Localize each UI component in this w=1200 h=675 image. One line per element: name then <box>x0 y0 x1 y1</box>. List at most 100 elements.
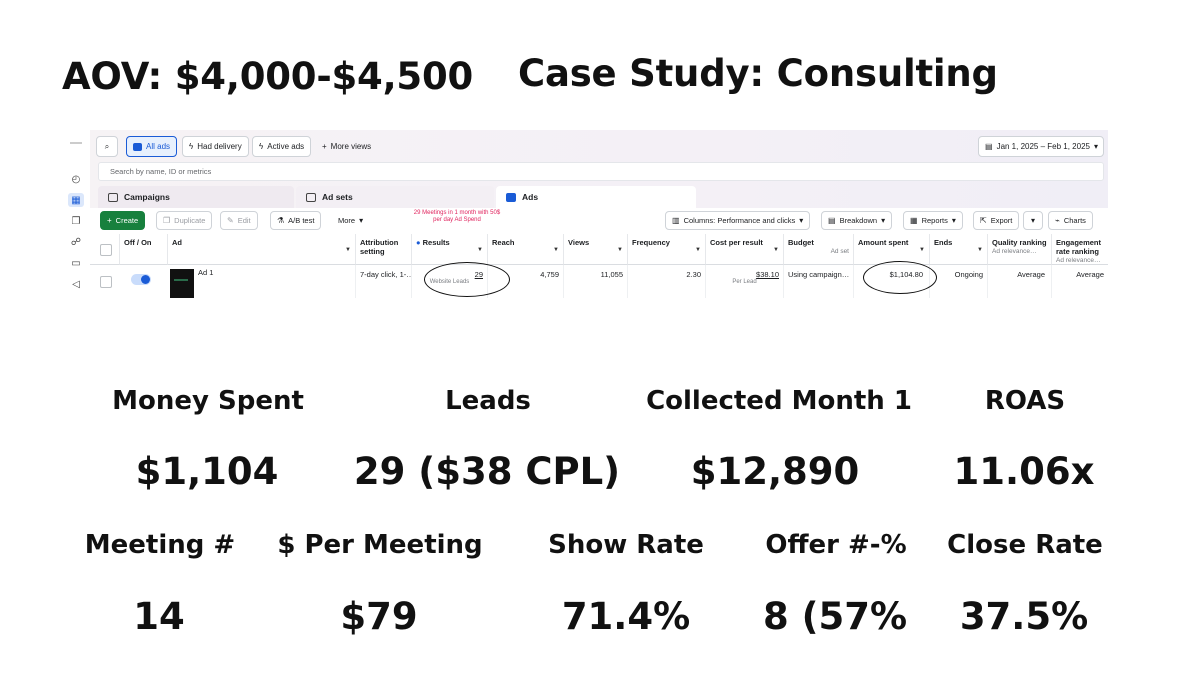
flask-icon: ⚗ <box>277 215 285 225</box>
chevron-down-icon: ▼ <box>345 247 351 253</box>
plus-icon: + <box>107 215 112 225</box>
ads-manager-panel: ⌕ All ads ϟ Had delivery ϟ Active ads + … <box>90 130 1108 298</box>
breakdown-dropdown[interactable]: ▤ Breakdown ▾ <box>821 211 893 230</box>
campaign-icon <box>108 192 118 202</box>
export-icon: ⇱ <box>980 215 987 225</box>
column-header-sub: Ad relevance… <box>1056 257 1101 264</box>
ab-test-button[interactable]: ⚗ A/B test <box>270 211 322 230</box>
ad-thumbnail <box>170 269 194 298</box>
ads-table: Off / On Ad ▼ Attribution setting ● Resu… <box>90 234 1108 298</box>
ends-cell: Ongoing <box>930 265 988 298</box>
export-menu-button[interactable]: ▾ <box>1023 211 1043 230</box>
cost-per-result-cell: $38.10 Per Lead <box>706 265 784 298</box>
column-header-ad[interactable]: Ad ▼ <box>168 234 356 265</box>
button-label: Charts <box>1063 216 1086 225</box>
table-icon[interactable]: ▦ <box>68 193 84 207</box>
copy-icon: ❐ <box>163 215 171 225</box>
column-header-label: Amount spent <box>858 238 909 247</box>
stat-label-show-rate: Show Rate <box>548 530 704 560</box>
stat-value-show-rate: 71.4% <box>561 595 691 638</box>
rail-logo <box>70 142 82 144</box>
view-chip-more-views[interactable]: + More views <box>316 136 377 157</box>
view-chip-label: Had delivery <box>197 142 242 151</box>
stat-value-collected: $12,890 <box>690 450 860 493</box>
button-label: Columns: Performance and clicks <box>683 216 796 225</box>
stat-value-meetings: 14 <box>133 595 185 638</box>
column-header-frequency[interactable]: Frequency ▼ <box>628 234 706 265</box>
stat-label-leads: Leads <box>445 386 531 416</box>
billing-icon[interactable]: ▭ <box>71 257 81 269</box>
ad-name[interactable]: Ad 1 <box>194 265 356 298</box>
column-header-ends[interactable]: Ends ▼ <box>930 234 988 265</box>
table-toolbar: + Create ❐ Duplicate ✎ Edit ⚗ A/B test M… <box>90 208 1108 234</box>
stat-value-leads: 29 ($38 CPL) <box>353 450 621 493</box>
columns-icon: ▥ <box>672 215 680 225</box>
chevron-down-icon: ▼ <box>477 247 483 253</box>
column-header-views[interactable]: Views ▼ <box>564 234 628 265</box>
tab-label: Ad sets <box>322 192 353 202</box>
column-header-budget[interactable]: Budget Ad set <box>784 234 854 265</box>
chevron-down-icon: ▾ <box>1030 215 1035 225</box>
column-header-label: Budget <box>788 238 814 247</box>
row-checkbox[interactable] <box>100 276 112 288</box>
more-dropdown[interactable]: More ▾ <box>332 211 370 230</box>
search-icon: ⌕ <box>104 141 110 151</box>
search-input[interactable]: Search by name, ID or metrics <box>98 162 1104 181</box>
pages-icon[interactable]: ❐ <box>71 215 81 227</box>
info-icon: ● <box>416 238 421 247</box>
date-range-picker[interactable]: ▤ Jan 1, 2025 – Feb 1, 2025 ▾ <box>978 136 1104 157</box>
view-chip-active-ads[interactable]: ϟ Active ads <box>252 136 312 157</box>
tab-campaigns[interactable]: Campaigns <box>98 186 294 208</box>
tab-ad-sets[interactable]: Ad sets <box>296 186 494 208</box>
view-chip-all-ads[interactable]: All ads <box>126 136 178 157</box>
stat-value-per-meeting: $79 <box>340 595 418 638</box>
reach-cell: 4,759 <box>488 265 564 298</box>
column-header-label: Results <box>422 238 450 247</box>
chevron-down-icon: ▾ <box>881 215 886 225</box>
cost-per-result-value[interactable]: $38.10 <box>756 270 779 279</box>
column-header-results[interactable]: ● Results ▼ <box>412 234 488 265</box>
duplicate-button[interactable]: ❐ Duplicate <box>156 211 213 230</box>
export-button[interactable]: ⇱ Export <box>973 211 1020 230</box>
audience-icon[interactable]: ☍ <box>70 236 82 248</box>
stat-label-offer: Offer #-% <box>765 530 907 560</box>
reports-dropdown[interactable]: ▦ Reports ▾ <box>903 211 963 230</box>
stat-label-collected: Collected Month 1 <box>646 386 912 416</box>
stat-value-close-rate: 37.5% <box>959 595 1089 638</box>
button-label: Duplicate <box>174 216 206 225</box>
column-header-label: Ends <box>934 238 953 247</box>
column-header-engagement-ranking[interactable]: Engagement rate ranking Ad relevance… <box>1052 234 1108 265</box>
view-chip-label: Active ads <box>267 142 305 151</box>
charts-button[interactable]: ⌁ Charts <box>1048 211 1093 230</box>
column-header-reach[interactable]: Reach ▼ <box>488 234 564 265</box>
megaphone-icon[interactable]: ◁ <box>72 278 80 290</box>
chevron-down-icon: ▾ <box>799 215 804 225</box>
column-header-label: Views <box>568 238 590 247</box>
tab-label: Campaigns <box>124 192 170 202</box>
breakdown-icon: ▤ <box>828 215 836 225</box>
bolt-icon: ϟ <box>259 141 264 151</box>
column-header-quality-ranking[interactable]: Quality ranking Ad relevance… <box>988 234 1052 265</box>
columns-dropdown[interactable]: ▥ Columns: Performance and clicks ▾ <box>665 211 811 230</box>
view-chip-had-delivery[interactable]: ϟ Had delivery <box>182 136 249 157</box>
results-highlight-circle <box>424 262 510 297</box>
tab-ads[interactable]: Ads <box>496 186 696 208</box>
views-cell: 11,055 <box>564 265 628 298</box>
column-header-cost-per-result[interactable]: Cost per result ▼ <box>706 234 784 265</box>
stat-value-money-spent: $1,104 <box>135 450 279 493</box>
dashboard-icon[interactable]: ◴ <box>71 173 81 185</box>
quality-ranking-cell: Average <box>988 265 1052 298</box>
column-header-attribution[interactable]: Attribution setting <box>356 234 412 265</box>
ads-icon <box>506 192 516 202</box>
edit-button[interactable]: ✎ Edit <box>220 211 258 230</box>
ad-status-toggle[interactable] <box>131 274 151 285</box>
select-all-checkbox[interactable] <box>100 244 112 256</box>
cost-per-result-sub: Per Lead <box>732 279 757 285</box>
attribution-cell: 7-day click, 1-… <box>356 265 412 298</box>
folder-icon <box>133 142 142 151</box>
create-button[interactable]: + Create <box>100 211 146 230</box>
chart-icon: ⌁ <box>1055 215 1060 225</box>
button-label: Export <box>990 216 1013 225</box>
column-header-off-on[interactable]: Off / On <box>120 234 168 265</box>
search-button[interactable]: ⌕ <box>96 136 118 157</box>
